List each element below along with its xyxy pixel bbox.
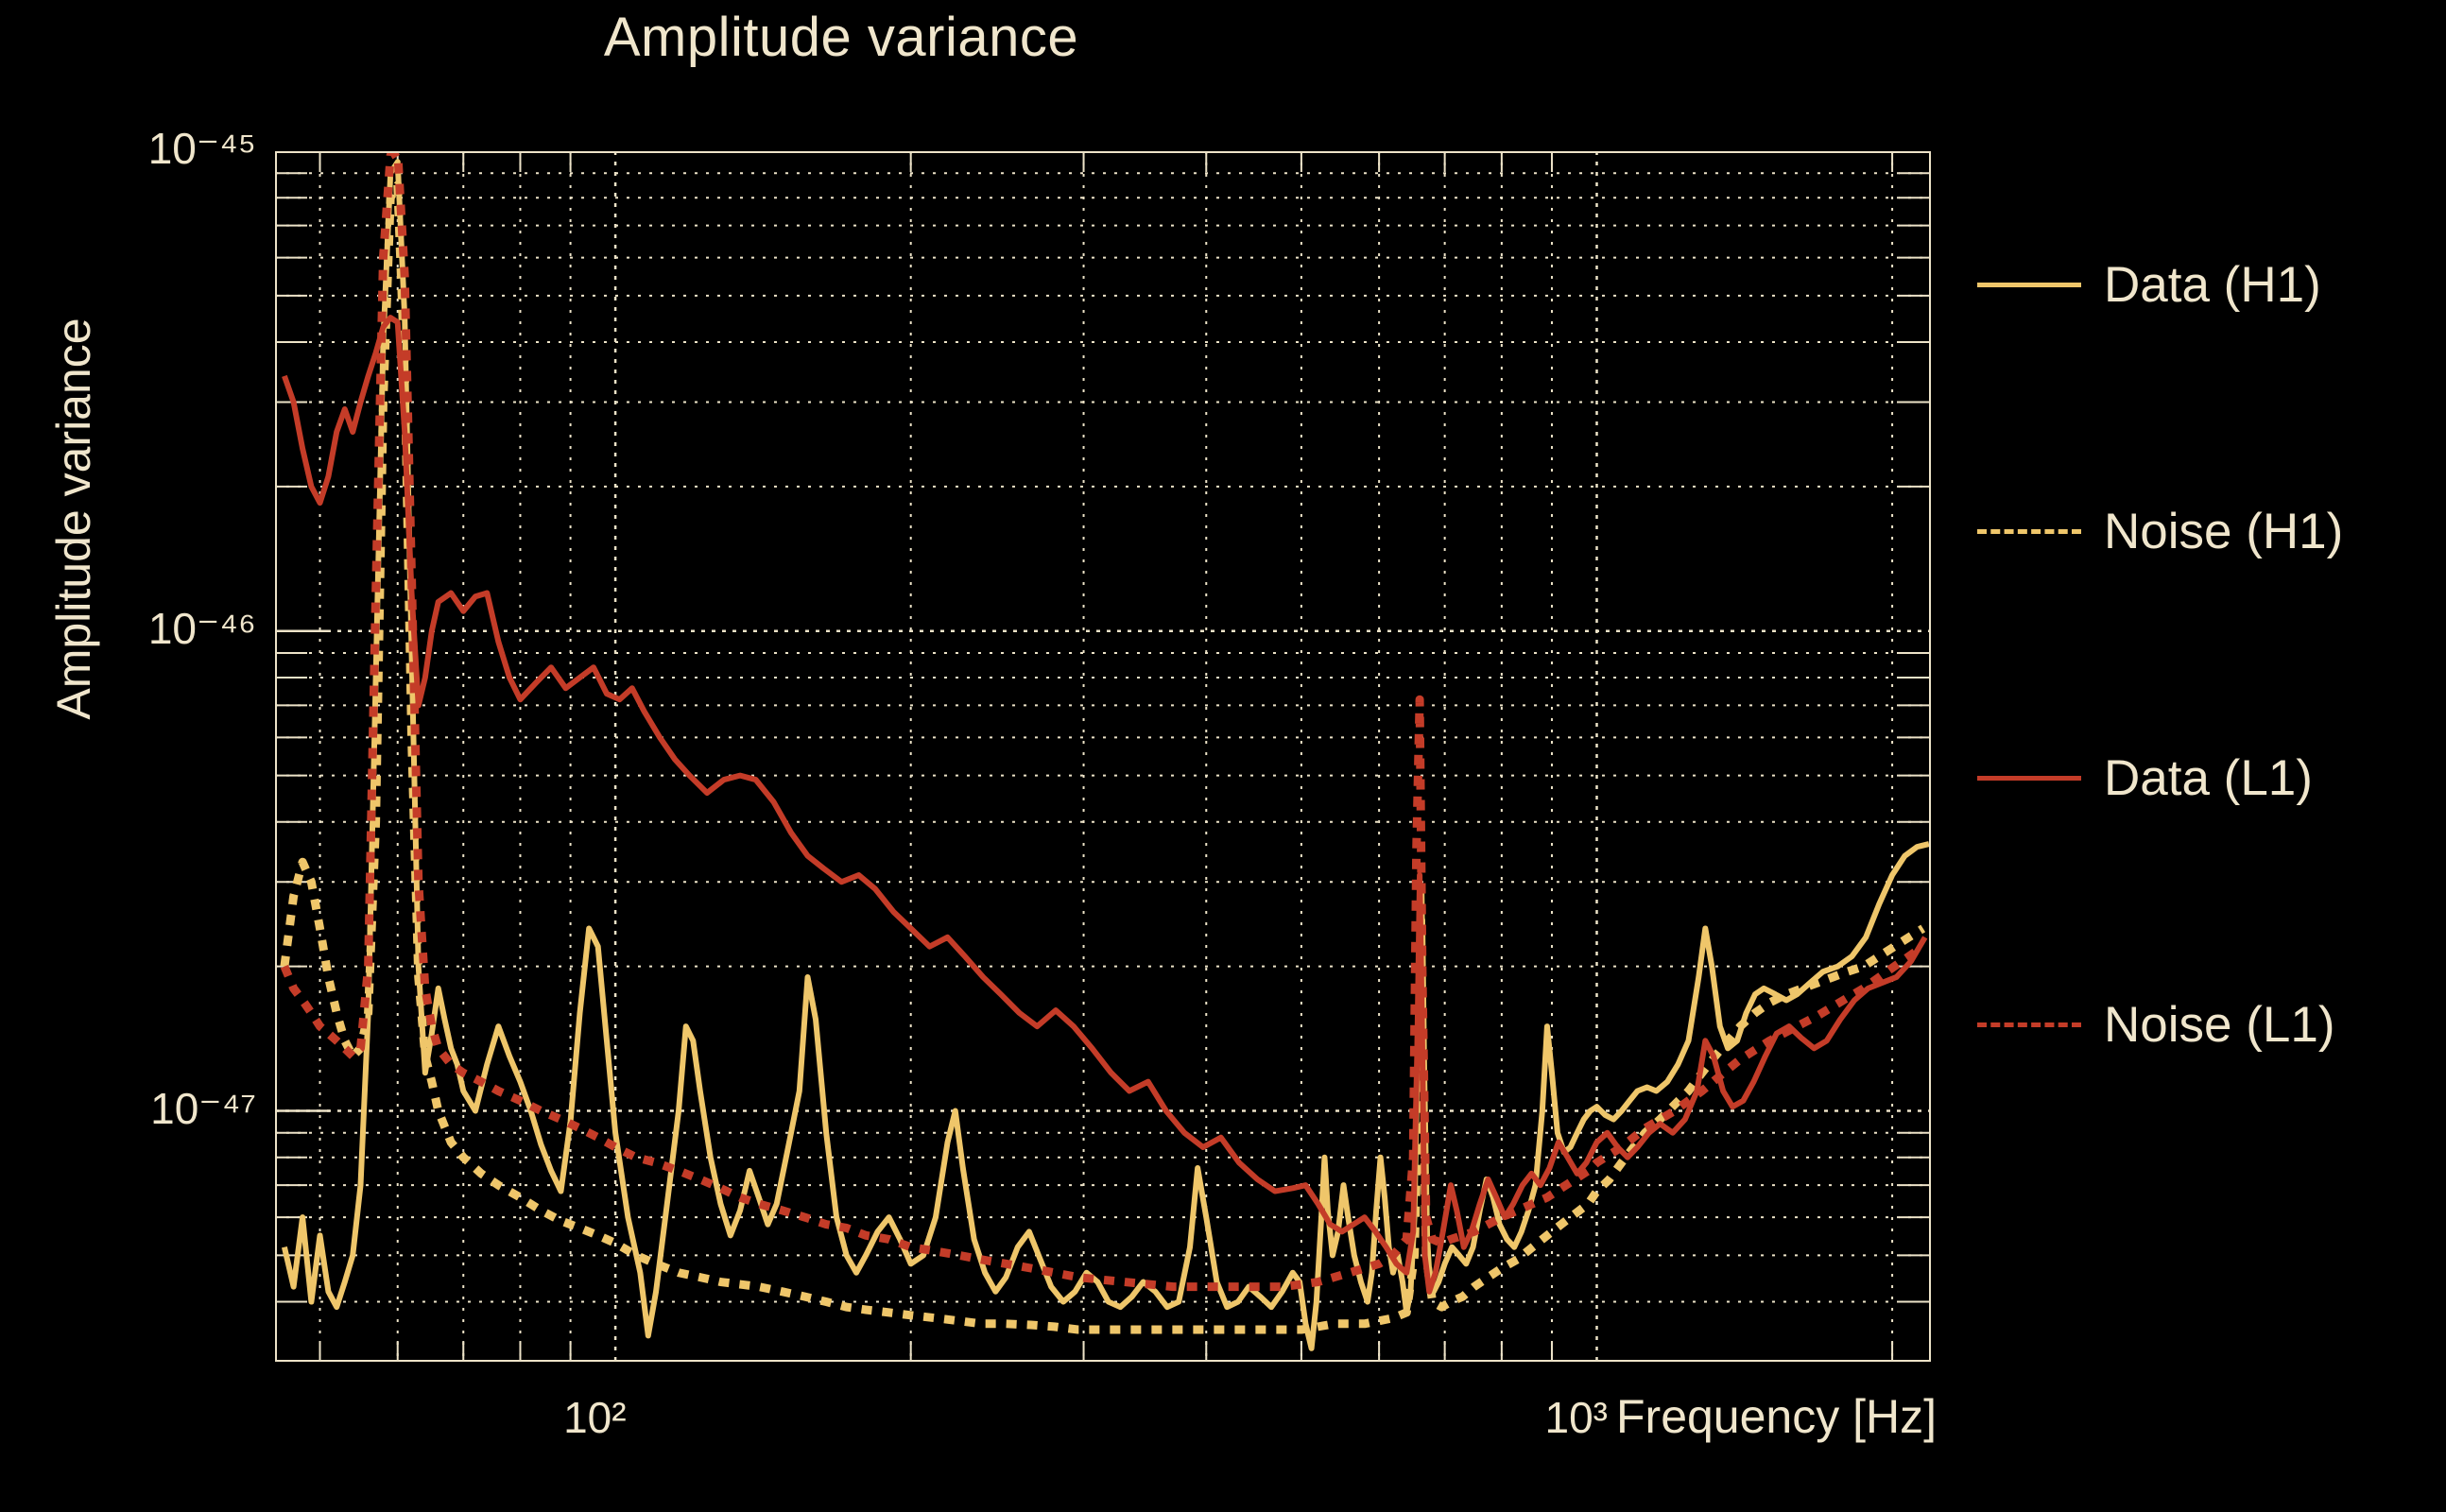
legend-swatch-icon — [1977, 282, 2081, 287]
series-line-0 — [281, 159, 1930, 1351]
series-line-2 — [282, 315, 1928, 1295]
x-axis-title: Frequency [Hz] — [1616, 1390, 1938, 1443]
legend-swatch-icon — [1977, 1022, 2081, 1027]
y-tick-label-0: 10⁻⁴⁵ — [147, 124, 256, 173]
legend-label: Noise (H1) — [2104, 503, 2344, 559]
legend-item-0[interactable]: Data (H1) — [1977, 251, 2321, 318]
x-tick-label-1: 10³ — [1544, 1393, 1608, 1442]
legend-label: Data (L1) — [2104, 749, 2313, 806]
grid-layer — [275, 151, 1931, 1362]
y-tick-label-2: 10⁻⁴⁷ — [150, 1083, 256, 1133]
chart-legend: Data (H1) Noise (H1) Data (L1) Noise (L1) — [1977, 251, 2421, 1281]
series-line-1 — [280, 180, 1926, 1334]
legend-label: Noise (L1) — [2104, 996, 2335, 1053]
plot-frame — [275, 151, 1931, 1362]
y-tick-label-1: 10⁻⁴⁶ — [147, 603, 256, 653]
plot-area — [275, 151, 1931, 1362]
y-axis-title: Amplitude variance — [47, 318, 100, 720]
series-group — [280, 151, 1930, 1351]
legend-swatch-icon — [1977, 528, 2081, 534]
series-line-3 — [280, 151, 1926, 1292]
legend-swatch-icon — [1977, 775, 2081, 781]
legend-item-3[interactable]: Noise (L1) — [1977, 991, 2334, 1057]
data-curves-layer — [280, 151, 1930, 1351]
legend-item-2[interactable]: Data (L1) — [1977, 745, 2313, 811]
page-title: Amplitude variance — [603, 7, 1079, 68]
legend-item-1[interactable]: Noise (H1) — [1977, 498, 2343, 564]
legend-label: Data (H1) — [2104, 256, 2321, 313]
x-tick-label-0: 10² — [563, 1393, 627, 1442]
